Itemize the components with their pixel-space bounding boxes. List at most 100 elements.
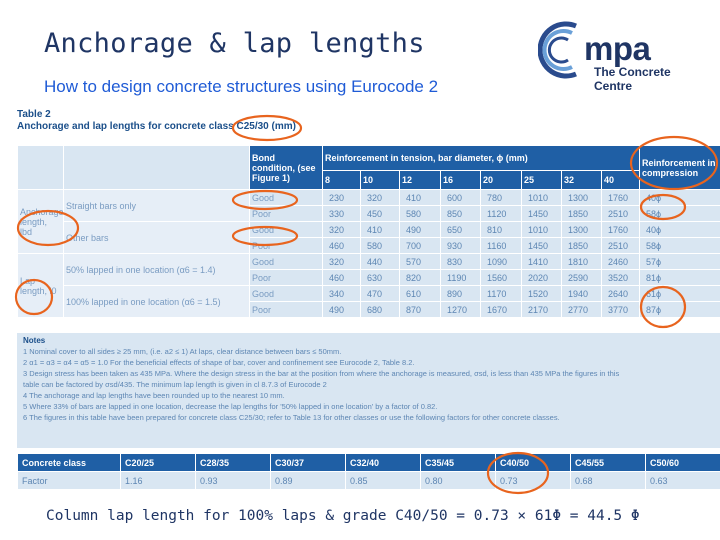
value-cell: 490 bbox=[399, 221, 441, 238]
bond-cell: Good bbox=[249, 253, 323, 270]
value-cell: 1450 bbox=[521, 205, 562, 222]
value-cell: 410 bbox=[399, 189, 441, 206]
value-cell: 580 bbox=[399, 205, 441, 222]
mpa-logo-text: mpa bbox=[584, 30, 651, 67]
value-cell: 1520 bbox=[521, 285, 562, 302]
value-cell: 810 bbox=[480, 221, 522, 238]
value-cell: 470 bbox=[360, 285, 400, 302]
value-cell: 1940 bbox=[561, 285, 602, 302]
table-caption: Table 2 Anchorage and lap lengths for co… bbox=[17, 109, 296, 133]
note-item: 5 Where 33% of bars are lapped in one lo… bbox=[23, 402, 438, 411]
factor-table: Concrete class C20/25 C28/35 C30/37 C32/… bbox=[17, 453, 720, 490]
value-cell: 1760 bbox=[600, 189, 641, 206]
diameter-header: 32 bbox=[561, 170, 602, 190]
value-cell: 410 bbox=[360, 221, 400, 238]
value-cell: 600 bbox=[440, 189, 481, 206]
factor-cell: 0.89 bbox=[270, 471, 346, 490]
bond-cell: Good bbox=[249, 221, 323, 238]
value-cell: 570 bbox=[399, 253, 441, 270]
value-cell: 650 bbox=[440, 221, 481, 238]
value-cell: 780 bbox=[480, 189, 522, 206]
row-type-label: Other bars bbox=[63, 221, 250, 254]
row-type-label: 50% lapped in one location (α6 = 1.4) bbox=[63, 253, 250, 286]
slide-title: Anchorage & lap lengths bbox=[44, 28, 425, 59]
value-cell: 1670 bbox=[480, 301, 522, 318]
factor-cell: 0.80 bbox=[420, 471, 496, 490]
notes-panel: Notes 1 Nominal cover to all sides ≥ 25 … bbox=[17, 333, 720, 448]
diameter-header: 20 bbox=[480, 170, 522, 190]
diameter-header: 25 bbox=[521, 170, 562, 190]
factor-cell: 1.16 bbox=[120, 471, 196, 490]
value-cell: 320 bbox=[322, 221, 361, 238]
class-cell: C35/45 bbox=[420, 453, 496, 472]
value-cell: 1810 bbox=[561, 253, 602, 270]
value-cell: 3770 bbox=[600, 301, 641, 318]
table-row: Anchorage length, lbd Straight bars only… bbox=[17, 189, 720, 254]
value-cell: 1160 bbox=[480, 237, 522, 254]
diameter-header: 16 bbox=[440, 170, 481, 190]
tension-header: Reinforcement in tension, bar diameter, … bbox=[321, 145, 641, 171]
diameter-header: 8 bbox=[322, 170, 361, 190]
value-cell: 1120 bbox=[480, 205, 522, 222]
value-cell: 820 bbox=[399, 269, 441, 286]
value-cell: 580 bbox=[360, 237, 400, 254]
table-title: Anchorage and lap lengths for concrete c… bbox=[17, 121, 296, 132]
class-cell: C28/35 bbox=[195, 453, 271, 472]
table-row: Poor 460 630 820 1190 1560 2020 2590 352… bbox=[18, 269, 720, 286]
table-header-row-1: Bond condition, (see Figure 1) Reinforce… bbox=[17, 145, 720, 190]
value-cell: 450 bbox=[360, 205, 400, 222]
value-cell: 460 bbox=[322, 269, 361, 286]
value-cell: 2460 bbox=[600, 253, 641, 270]
mpa-logo-subtitle: The Concrete Centre bbox=[594, 65, 671, 93]
value-cell: 2510 bbox=[600, 237, 641, 254]
value-cell: 1560 bbox=[480, 269, 522, 286]
header-blank-cell bbox=[17, 145, 64, 190]
value-cell: 1300 bbox=[561, 221, 602, 238]
mpa-logo-ring-icon bbox=[538, 21, 577, 79]
slide-subtitle: How to design concrete structures using … bbox=[44, 77, 439, 96]
bond-condition-header: Bond condition, (see Figure 1) bbox=[249, 145, 323, 190]
value-cell: 2170 bbox=[521, 301, 562, 318]
compression-cell: 58ϕ bbox=[639, 205, 720, 222]
class-cell: C40/50 bbox=[495, 453, 571, 472]
note-item: 1 Nominal cover to all sides ≥ 25 mm, (i… bbox=[23, 347, 342, 356]
factor-header-row: Concrete class C20/25 C28/35 C30/37 C32/… bbox=[17, 453, 720, 472]
value-cell: 330 bbox=[322, 205, 361, 222]
compression-cell: 81ϕ bbox=[639, 269, 720, 286]
value-cell: 1450 bbox=[521, 237, 562, 254]
bond-cell: Poor bbox=[249, 269, 323, 286]
value-cell: 2510 bbox=[600, 205, 641, 222]
factor-cell: 0.68 bbox=[570, 471, 646, 490]
anchorage-lap-table: Bond condition, (see Figure 1) Reinforce… bbox=[17, 145, 720, 318]
factor-cell: 0.85 bbox=[345, 471, 421, 490]
header-blank-cell bbox=[63, 145, 250, 190]
diameter-header: 40 bbox=[600, 170, 641, 190]
compression-cell: 40ϕ bbox=[639, 189, 720, 206]
table-row: Lap length, l0 50% lapped in one locatio… bbox=[17, 253, 720, 318]
lap-length-label: Lap length, l0 bbox=[17, 253, 64, 318]
value-cell: 680 bbox=[360, 301, 400, 318]
value-cell: 2640 bbox=[600, 285, 641, 302]
class-cell: C20/25 bbox=[120, 453, 196, 472]
note-item: 6 The figures in this table have been pr… bbox=[23, 413, 560, 422]
notes-title: Notes bbox=[23, 336, 46, 345]
table-row: 100% lapped in one location (α6 = 1.5) G… bbox=[18, 285, 720, 318]
concrete-class-label: Concrete class bbox=[17, 453, 121, 472]
value-cell: 460 bbox=[322, 237, 361, 254]
value-cell: 320 bbox=[322, 253, 361, 270]
factor-label: Factor bbox=[17, 471, 121, 490]
value-cell: 320 bbox=[360, 189, 400, 206]
bond-cell: Poor bbox=[249, 205, 323, 222]
bond-cell: Good bbox=[249, 189, 323, 206]
row-type-label: Straight bars only bbox=[63, 189, 250, 222]
value-cell: 2020 bbox=[521, 269, 562, 286]
value-cell: 1010 bbox=[521, 221, 562, 238]
value-cell: 630 bbox=[360, 269, 400, 286]
value-cell: 440 bbox=[360, 253, 400, 270]
value-cell: 830 bbox=[440, 253, 481, 270]
factor-cell: 0.63 bbox=[645, 471, 720, 490]
value-cell: 1850 bbox=[561, 205, 602, 222]
note-item: 2 α1 = α3 = α4 = α5 = 1.0 For the benefi… bbox=[23, 358, 415, 367]
value-cell: 230 bbox=[322, 189, 361, 206]
value-cell: 2770 bbox=[561, 301, 602, 318]
